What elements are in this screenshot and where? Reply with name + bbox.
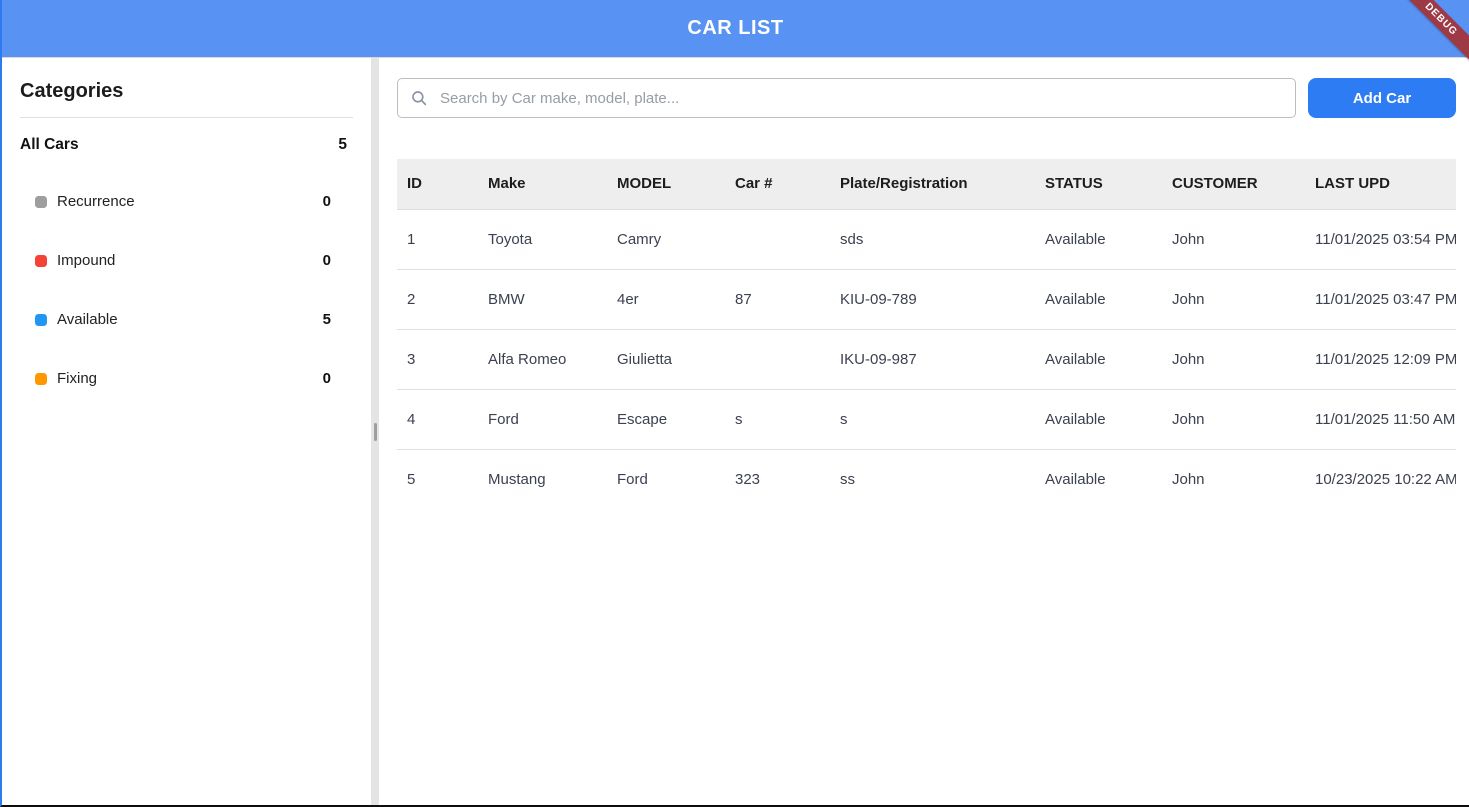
table-cell[interactable]: BMW [488,290,525,308]
table-cell[interactable]: 10/23/2025 10:22 AM [1315,470,1456,488]
table-cell[interactable]: 11/01/2025 11:50 AM [1315,410,1456,428]
table-cell[interactable]: Ford [488,410,519,428]
table-cell[interactable]: Available [1045,290,1106,308]
column-header-make[interactable]: Make [478,159,607,209]
column-header-customer[interactable]: CUSTOMER [1162,159,1305,209]
table-cell[interactable]: 4er [617,290,639,308]
table-row[interactable]: 1 Toyota Camry sds Available John 11/01/2025 0… [397,209,1456,269]
table-cell[interactable]: Mustang [488,470,546,488]
category-color-dot [35,313,47,326]
table-cell[interactable] [725,329,830,389]
category-count: 0 [322,193,331,210]
category-count: 0 [322,370,331,387]
sidebar-splitter[interactable] [371,58,379,805]
table-row[interactable]: 5 Mustang Ford 323 ss Available John 10/23/2025… [397,449,1456,509]
category-label: Fixing [57,370,98,387]
table-cell[interactable]: Available [1045,350,1106,368]
table-cell[interactable]: IKU-09-987 [840,350,917,368]
table-cell[interactable]: 323 [735,470,761,488]
table-cell[interactable]: Available [1045,230,1106,248]
column-header-model[interactable]: MODEL [607,159,725,209]
search-icon [412,91,427,106]
car-table-body: 1 Toyota Camry sds Available John 11/01/2025 0… [397,209,1456,509]
category-count: 0 [322,252,331,269]
page-title: CAR LIST [687,17,784,39]
car-table: ID Make MODEL Car # Plate/Registration STATUS… [397,159,1456,509]
table-header-row: ID Make MODEL Car # Plate/Registration STATUS… [397,159,1456,209]
column-header-status[interactable]: STATUS [1035,159,1162,209]
all-cars-count: 5 [338,136,347,153]
sidebar-item-fixing[interactable]: Fixing 0 [20,349,359,408]
table-cell[interactable]: Available [1045,470,1106,488]
category-color-dot [35,195,47,208]
table-cell[interactable]: 2 [407,290,416,308]
category-count: 5 [322,311,331,328]
table-cell[interactable]: 1 [407,230,416,248]
table-cell[interactable]: 11/01/2025 12:09 PM [1315,350,1456,368]
car-table-head: ID Make MODEL Car # Plate/Registration STATUS… [397,159,1456,209]
table-cell[interactable]: John [1172,350,1205,368]
table-cell[interactable]: s [735,410,743,428]
add-car-button[interactable]: Add Car [1308,78,1456,118]
table-cell[interactable]: 11/01/2025 03:47 PM [1315,290,1456,308]
category-list: Recurrence 0 Impound 0 Available 5 Fixing 0 [20,172,359,408]
table-cell[interactable]: s [840,410,848,428]
table-cell[interactable]: Ford [617,470,648,488]
table-cell[interactable]: 3 [407,350,416,368]
table-cell[interactable]: Alfa Romeo [488,350,567,368]
table-cell[interactable]: John [1172,230,1205,248]
car-table-container: ID Make MODEL Car # Plate/Registration STATUS… [397,159,1456,509]
table-cell[interactable]: Toyota [488,230,533,248]
column-header-car[interactable]: Car # [725,159,830,209]
table-cell[interactable]: 11/01/2025 03:54 PM [1315,230,1456,248]
table-cell[interactable]: John [1172,290,1205,308]
sidebar-item-recurrence[interactable]: Recurrence 0 [20,172,359,231]
table-cell[interactable]: ss [840,470,855,488]
category-label: Impound [57,252,116,269]
table-cell[interactable]: Giulietta [617,350,673,368]
category-label: Recurrence [57,193,135,210]
app-header: CAR LIST [2,0,1469,57]
table-cell[interactable]: KIU-09-789 [840,290,917,308]
column-header-id[interactable]: ID [397,159,478,209]
sidebar-item-available[interactable]: Available 5 [20,290,359,349]
sidebar-item-all-cars[interactable]: All Cars 5 [20,118,359,172]
sidebar-resize-handle[interactable] [373,422,377,441]
category-color-dot [35,254,47,267]
sidebar-item-impound[interactable]: Impound 0 [20,231,359,290]
sidebar-divider [20,117,353,118]
table-cell[interactable]: Available [1045,410,1106,428]
categories-sidebar: Categories All Cars 5 Recurrence 0 Impound… [2,58,371,805]
table-cell[interactable]: John [1172,410,1205,428]
table-cell[interactable]: John [1172,470,1205,488]
table-cell[interactable]: sds [840,230,864,248]
content-row: Categories All Cars 5 Recurrence 0 Impound… [2,57,1469,805]
table-row[interactable]: 4 Ford Escape s s Available John 11/01/2025 11:… [397,389,1456,449]
categories-heading: Categories [20,80,124,102]
search-box[interactable] [397,78,1296,118]
table-cell[interactable] [725,209,830,269]
column-header-plate-registration[interactable]: Plate/Registration [830,159,1035,209]
search-input[interactable] [440,89,1283,107]
column-header-last-upd[interactable]: LAST UPD [1305,159,1456,209]
table-cell[interactable]: Escape [617,410,668,428]
table-cell[interactable]: 87 [735,290,752,308]
all-cars-label: All Cars [20,136,79,153]
table-row[interactable]: 3 Alfa Romeo Giulietta IKU-09-987 Available J… [397,329,1456,389]
table-cell[interactable]: Camry [617,230,662,248]
category-label: Available [57,311,118,328]
table-cell[interactable]: 4 [407,410,416,428]
table-row[interactable]: 2 BMW 4er 87 KIU-09-789 Available John 11/01/20… [397,269,1456,329]
toolbar: Add Car [397,78,1456,118]
category-color-dot [35,372,47,385]
table-cell[interactable]: 5 [407,470,416,488]
